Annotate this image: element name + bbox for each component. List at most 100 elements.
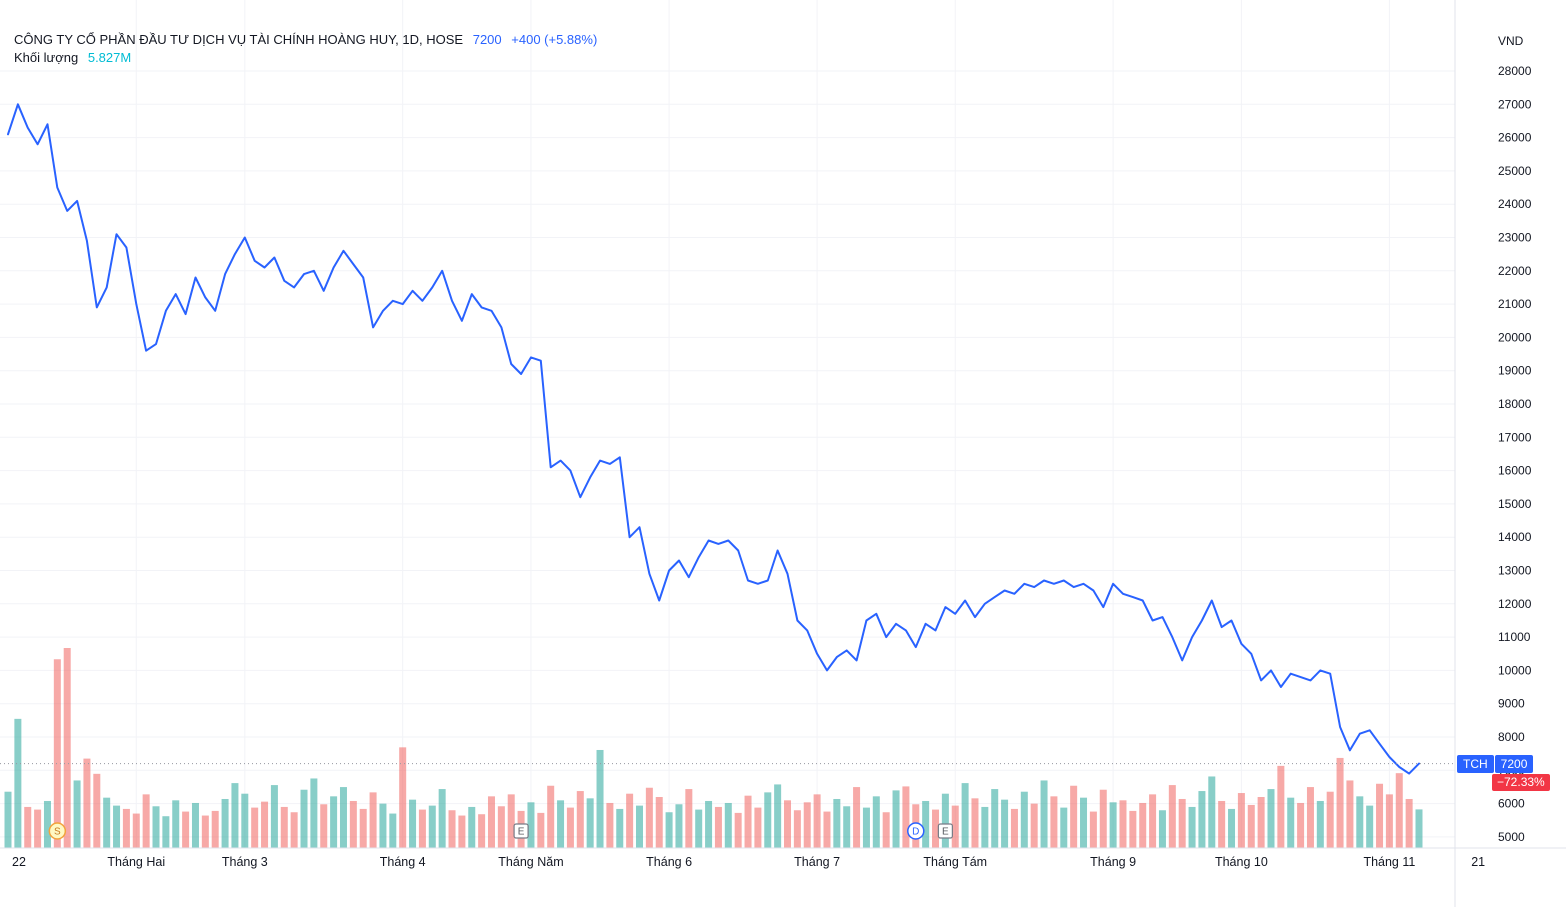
price-axis-unit: VND bbox=[1498, 34, 1524, 48]
volume-bar bbox=[1257, 797, 1265, 848]
price-badge: 7200 bbox=[1494, 754, 1534, 773]
volume-bar bbox=[981, 806, 989, 848]
volume-bar bbox=[744, 795, 752, 848]
volume-bar bbox=[93, 773, 101, 848]
volume-bar bbox=[1208, 776, 1216, 848]
earnings-marker-letter: E bbox=[518, 827, 525, 838]
volume-bar bbox=[182, 811, 190, 848]
volume-bar bbox=[1060, 807, 1068, 848]
price-tick-label: 13000 bbox=[1498, 564, 1532, 578]
volume-bar bbox=[418, 809, 426, 848]
change-badge: −72.33% bbox=[1492, 773, 1550, 791]
volume-bar bbox=[487, 796, 495, 848]
volume-bar bbox=[1119, 800, 1127, 848]
volume-bar bbox=[941, 793, 949, 848]
volume-bar bbox=[1385, 794, 1393, 848]
volume-bar bbox=[280, 806, 288, 848]
volume-bar bbox=[1109, 802, 1117, 848]
volume-bar bbox=[221, 798, 229, 848]
volume-bar bbox=[1080, 797, 1088, 848]
volume-bar bbox=[1366, 805, 1374, 848]
symbol-title[interactable]: CÔNG TY CỔ PHẦN ĐẦU TƯ DỊCH VỤ TÀI CHÍNH… bbox=[14, 32, 464, 47]
price-tick-label: 6000 bbox=[1498, 797, 1525, 811]
volume-bar bbox=[961, 783, 969, 848]
volume-bar bbox=[53, 659, 61, 848]
time-tick-label: 21 bbox=[1471, 855, 1485, 869]
volume-bar bbox=[1415, 809, 1423, 848]
volume-bar bbox=[675, 804, 683, 848]
price-tick-label: 14000 bbox=[1498, 530, 1532, 544]
volume-bar bbox=[606, 802, 614, 848]
earnings-marker-icon[interactable] bbox=[513, 823, 529, 839]
volume-bar bbox=[142, 794, 150, 848]
price-tick-label: 5000 bbox=[1498, 830, 1525, 844]
symbol-legend-row: CÔNG TY CỔ PHẦN ĐẦU TƯ DỊCH VỤ TÀI CHÍNH… bbox=[14, 31, 597, 49]
volume-label[interactable]: Khối lượng bbox=[14, 50, 79, 65]
volume-bar bbox=[1050, 796, 1058, 848]
volume-bar bbox=[803, 802, 811, 848]
volume-bar bbox=[172, 800, 180, 848]
volume-bar bbox=[1168, 785, 1176, 848]
volume-bar bbox=[1010, 808, 1018, 848]
volume-bar bbox=[4, 791, 12, 848]
split-marker-icon[interactable] bbox=[48, 822, 67, 840]
volume-bar bbox=[290, 812, 298, 848]
price-tick-label: 10000 bbox=[1498, 663, 1532, 677]
volume-bar bbox=[339, 787, 347, 848]
volume-bar bbox=[1129, 810, 1137, 848]
volume-bar bbox=[1139, 802, 1147, 848]
volume-bar bbox=[369, 792, 377, 848]
volume-bar bbox=[1188, 806, 1196, 848]
volume-bar bbox=[1030, 803, 1038, 848]
earnings-marker-icon[interactable] bbox=[937, 823, 953, 839]
price-tick-label: 25000 bbox=[1498, 164, 1532, 178]
volume-bar bbox=[576, 791, 584, 848]
price-tick-label: 26000 bbox=[1498, 131, 1532, 145]
volume-bar bbox=[231, 783, 239, 848]
split-marker-letter: S bbox=[54, 827, 61, 838]
volume-bar bbox=[507, 794, 515, 848]
price-change-value: +400 (+5.88%) bbox=[511, 32, 598, 47]
price-tick-label: 17000 bbox=[1498, 430, 1532, 444]
volume-bar bbox=[784, 800, 792, 848]
volume-bar bbox=[714, 806, 722, 848]
time-tick-label: Tháng 11 bbox=[1363, 855, 1415, 869]
price-tick-label: 27000 bbox=[1498, 97, 1532, 111]
volume-bar bbox=[63, 648, 71, 848]
volume-bar bbox=[448, 810, 456, 848]
volume-bar bbox=[468, 806, 476, 848]
volume-bar bbox=[853, 787, 861, 848]
volume-bar bbox=[152, 806, 160, 848]
time-tick-label: Tháng 6 bbox=[646, 855, 692, 869]
volume-bar bbox=[1218, 800, 1226, 848]
dividend-marker-icon[interactable] bbox=[907, 822, 925, 840]
volume-bar bbox=[320, 804, 328, 848]
volume-bar bbox=[764, 792, 772, 848]
price-tick-label: 24000 bbox=[1498, 197, 1532, 211]
volume-bar bbox=[596, 749, 604, 848]
volume-bar bbox=[1228, 808, 1236, 848]
price-line[interactable] bbox=[7, 103, 1420, 775]
volume-bar bbox=[902, 786, 910, 848]
volume-bar bbox=[1395, 773, 1403, 848]
volume-bar bbox=[1316, 800, 1324, 848]
volume-bar bbox=[547, 785, 555, 848]
time-tick-label: 22 bbox=[12, 855, 26, 869]
volume-value: 5.827M bbox=[87, 50, 132, 65]
volume-bar bbox=[389, 813, 397, 848]
time-tick-label: Tháng Năm bbox=[498, 855, 563, 869]
volume-bar bbox=[1089, 811, 1097, 848]
volume-bar bbox=[1267, 789, 1275, 848]
price-tick-label: 9000 bbox=[1498, 697, 1525, 711]
volume-bar bbox=[1247, 804, 1255, 848]
volume-bar bbox=[932, 809, 940, 848]
volume-bar bbox=[24, 806, 32, 848]
price-tick-label: 23000 bbox=[1498, 231, 1532, 245]
last-price-value: 7200 bbox=[472, 32, 502, 47]
volume-bar bbox=[862, 807, 870, 848]
time-tick-label: Tháng 3 bbox=[222, 855, 268, 869]
volume-bar bbox=[497, 806, 505, 848]
volume-bar bbox=[349, 800, 357, 848]
